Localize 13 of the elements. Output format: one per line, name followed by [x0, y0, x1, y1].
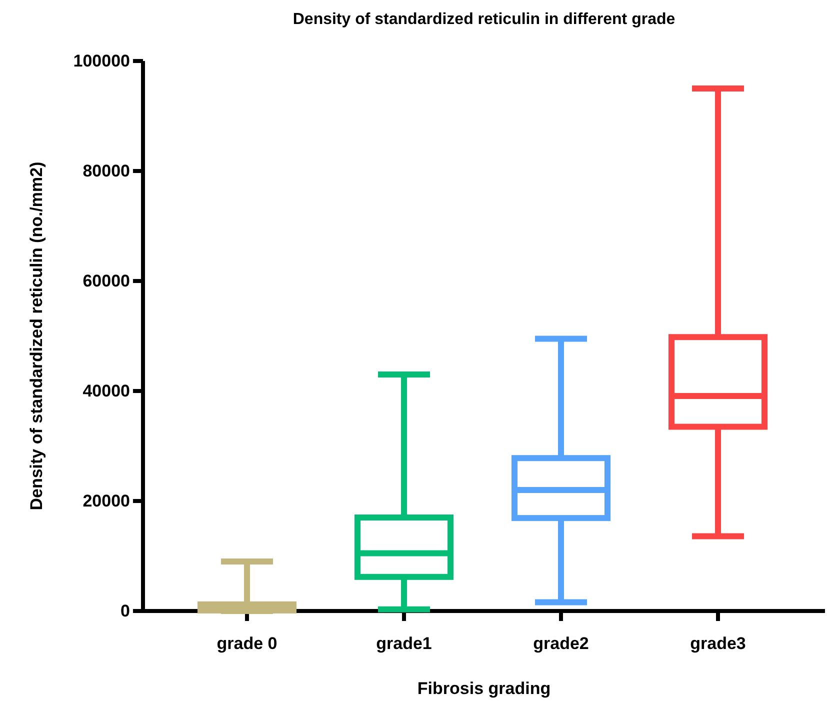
x-tick-label: grade3	[690, 634, 746, 653]
x-tick-label: grade 0	[216, 634, 278, 653]
y-tick-label: 80000	[82, 161, 130, 180]
x-tick-label: grade2	[533, 634, 589, 653]
x-axis-title: Fibrosis grading	[417, 679, 551, 698]
y-tick-label: 0	[120, 601, 130, 620]
x-tick-label: grade1	[376, 634, 432, 653]
y-tick-label: 20000	[82, 491, 130, 510]
chart-title: Density of standardized reticulin in different grade	[292, 11, 676, 28]
y-tick-label: 60000	[82, 271, 130, 290]
y-axis-title: Density of standardized reticulin (no./mm2)	[27, 162, 46, 510]
y-tick-label: 100000	[73, 51, 130, 70]
y-tick-label: 40000	[82, 381, 130, 400]
